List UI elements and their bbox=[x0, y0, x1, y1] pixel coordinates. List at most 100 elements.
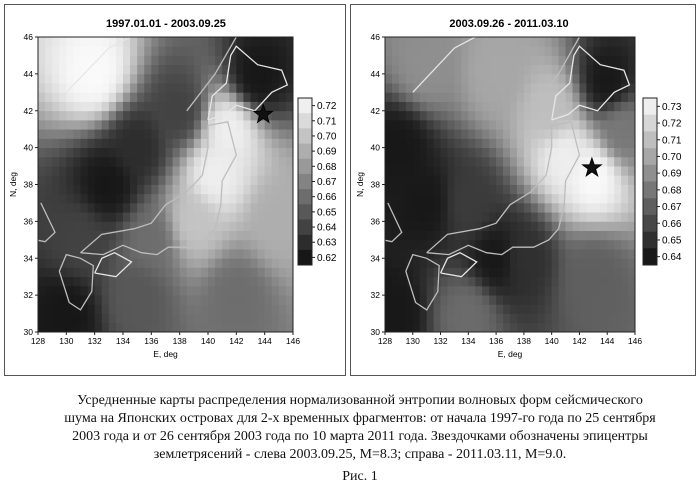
heatmap-cell bbox=[385, 138, 392, 148]
heatmap-cell bbox=[628, 203, 635, 213]
heatmap-cell bbox=[166, 37, 173, 47]
heatmap-cell bbox=[229, 277, 236, 287]
heatmap-cell bbox=[272, 46, 279, 56]
heatmap-cell bbox=[95, 267, 102, 277]
heatmap-cell bbox=[448, 120, 455, 130]
x-tick-label: 136 bbox=[489, 336, 503, 346]
heatmap-cell bbox=[510, 55, 517, 65]
heatmap-cell bbox=[173, 102, 180, 112]
heatmap-cell bbox=[614, 138, 621, 148]
heatmap-cell bbox=[258, 175, 265, 185]
heatmap-cell bbox=[579, 55, 586, 65]
heatmap-cell bbox=[137, 185, 144, 195]
heatmap-cell bbox=[434, 46, 441, 56]
heatmap-cell bbox=[482, 231, 489, 241]
heatmap-cell bbox=[173, 148, 180, 158]
heatmap-cell bbox=[144, 65, 151, 75]
heatmap-cell bbox=[406, 92, 413, 102]
heatmap-cell bbox=[229, 166, 236, 176]
heatmap-cell bbox=[392, 185, 399, 195]
heatmap-cell bbox=[116, 74, 123, 84]
heatmap-cell bbox=[434, 166, 441, 176]
heatmap-cell bbox=[392, 157, 399, 167]
heatmap-cell bbox=[579, 267, 586, 277]
colorbar-tick-label: 0.68 bbox=[662, 185, 682, 196]
heatmap-cell bbox=[524, 92, 531, 102]
heatmap-cell bbox=[538, 231, 545, 241]
heatmap-cell bbox=[52, 304, 59, 314]
heatmap-cell bbox=[286, 120, 293, 130]
heatmap-cell bbox=[123, 166, 130, 176]
heatmap-cell bbox=[109, 83, 116, 93]
heatmap-cell bbox=[265, 129, 272, 139]
heatmap-cell bbox=[413, 129, 420, 139]
heatmap-cell bbox=[144, 129, 151, 139]
y-tick-label: 36 bbox=[371, 216, 381, 226]
heatmap-cell bbox=[151, 295, 158, 305]
heatmap-cell bbox=[236, 55, 243, 65]
heatmap-cell bbox=[531, 249, 538, 259]
heatmap-cell bbox=[538, 55, 545, 65]
heatmap-cell bbox=[448, 212, 455, 222]
heatmap-cell bbox=[573, 304, 580, 314]
heatmap-cell bbox=[566, 157, 573, 167]
heatmap-cell bbox=[52, 83, 59, 93]
heatmap-cell bbox=[392, 166, 399, 176]
heatmap-cell bbox=[166, 267, 173, 277]
heatmap-cell bbox=[251, 323, 258, 333]
heatmap-cell bbox=[593, 120, 600, 130]
heatmap-cell bbox=[468, 323, 475, 333]
heatmap-cell bbox=[503, 267, 510, 277]
heatmap-cell bbox=[566, 138, 573, 148]
heatmap-cell bbox=[545, 221, 552, 231]
heatmap-cell bbox=[593, 212, 600, 222]
heatmap-cell bbox=[461, 304, 468, 314]
heatmap-cell bbox=[243, 203, 250, 213]
heatmap-cell bbox=[45, 175, 52, 185]
heatmap-cell bbox=[628, 314, 635, 324]
heatmap-cell bbox=[180, 37, 187, 47]
heatmap-cell bbox=[441, 74, 448, 84]
heatmap-cell bbox=[45, 65, 52, 75]
heatmap-cell bbox=[461, 194, 468, 204]
heatmap-cell bbox=[461, 83, 468, 93]
heatmap-cell bbox=[413, 157, 420, 167]
heatmap-cell bbox=[236, 185, 243, 195]
heatmap-cell bbox=[66, 185, 73, 195]
heatmap-cell bbox=[251, 157, 258, 167]
heatmap-cell bbox=[545, 138, 552, 148]
heatmap-cell bbox=[258, 185, 265, 195]
heatmap-cell bbox=[434, 157, 441, 167]
heatmap-cell bbox=[510, 295, 517, 305]
heatmap-cell bbox=[194, 267, 201, 277]
heatmap-cell bbox=[272, 221, 279, 231]
heatmap-cell bbox=[441, 323, 448, 333]
heatmap-cell bbox=[593, 46, 600, 56]
heatmap-cell bbox=[614, 148, 621, 158]
heatmap-cell bbox=[475, 267, 482, 277]
heatmap-cell bbox=[593, 194, 600, 204]
heatmap-cell bbox=[222, 286, 229, 296]
heatmap-cell bbox=[201, 304, 208, 314]
heatmap-cell bbox=[109, 92, 116, 102]
heatmap-cell bbox=[243, 314, 250, 324]
heatmap-cell bbox=[45, 267, 52, 277]
heatmap-cell bbox=[420, 221, 427, 231]
colorbar: 0.720.710.700.690.680.670.660.650.640.63… bbox=[298, 98, 337, 265]
heatmap-cell bbox=[151, 65, 158, 75]
heatmap-cell bbox=[130, 74, 137, 84]
heatmap-cell bbox=[406, 102, 413, 112]
heatmap-cell bbox=[265, 203, 272, 213]
heatmap-cell bbox=[406, 157, 413, 167]
heatmap-cell bbox=[243, 258, 250, 268]
heatmap-cell bbox=[448, 185, 455, 195]
heatmap-cell bbox=[45, 129, 52, 139]
heatmap-cell bbox=[208, 194, 215, 204]
heatmap-cell bbox=[88, 46, 95, 56]
heatmap-cell bbox=[265, 267, 272, 277]
heatmap-cell bbox=[573, 92, 580, 102]
heatmap-cell bbox=[399, 240, 406, 250]
heatmap-cell bbox=[187, 175, 194, 185]
heatmap-cell bbox=[406, 74, 413, 84]
heatmap-cell bbox=[45, 37, 52, 47]
